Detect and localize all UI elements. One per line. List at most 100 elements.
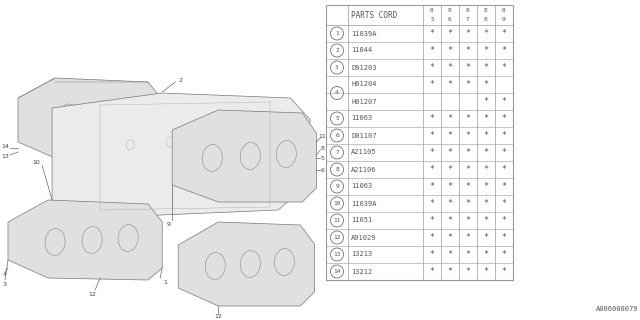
Text: *: * (465, 199, 470, 208)
Bar (326, 5, 513, 280)
Text: H01204: H01204 (351, 82, 376, 87)
Text: *: * (429, 233, 435, 242)
Text: 7: 7 (466, 17, 470, 22)
Text: *: * (447, 80, 452, 89)
Text: H01207: H01207 (351, 99, 376, 105)
Text: *: * (447, 216, 452, 225)
Text: 4: 4 (335, 91, 339, 95)
Text: *: * (483, 97, 488, 106)
Text: 11: 11 (333, 218, 340, 223)
Text: 5: 5 (335, 116, 339, 121)
Text: *: * (502, 165, 506, 174)
Text: *: * (447, 165, 452, 174)
Text: *: * (465, 267, 470, 276)
Text: *: * (502, 148, 506, 157)
Text: *: * (502, 131, 506, 140)
Text: 2: 2 (178, 77, 182, 83)
Polygon shape (178, 222, 314, 306)
Text: A21105: A21105 (351, 149, 376, 156)
Text: *: * (429, 131, 435, 140)
Text: 3: 3 (3, 283, 7, 287)
Text: *: * (502, 216, 506, 225)
Text: *: * (465, 148, 470, 157)
Text: *: * (502, 97, 506, 106)
Text: 5: 5 (430, 17, 434, 22)
Text: 13212: 13212 (351, 268, 372, 275)
Text: 11051: 11051 (351, 218, 372, 223)
Text: PARTS CORD: PARTS CORD (351, 11, 397, 20)
Text: 9: 9 (502, 17, 506, 22)
Text: *: * (447, 267, 452, 276)
Text: 11039A: 11039A (351, 201, 376, 206)
Text: *: * (502, 182, 506, 191)
Text: 12: 12 (333, 235, 340, 240)
Text: *: * (502, 46, 506, 55)
Text: *: * (429, 63, 435, 72)
Text: D91203: D91203 (351, 65, 376, 70)
Text: 3: 3 (335, 65, 339, 70)
Text: 2: 2 (335, 48, 339, 53)
Text: 11063: 11063 (351, 183, 372, 189)
Text: *: * (483, 46, 488, 55)
Text: *: * (483, 267, 488, 276)
Text: *: * (502, 267, 506, 276)
Text: *: * (447, 250, 452, 259)
Text: *: * (502, 29, 506, 38)
Polygon shape (18, 78, 162, 162)
Text: *: * (447, 46, 452, 55)
Text: *: * (429, 267, 435, 276)
Text: 9: 9 (166, 221, 170, 227)
Text: 11039A: 11039A (351, 30, 376, 36)
Text: 6: 6 (335, 133, 339, 138)
Text: 5: 5 (321, 156, 324, 161)
Text: 8: 8 (448, 9, 452, 13)
Text: 11063: 11063 (351, 116, 372, 122)
Text: 14: 14 (1, 143, 9, 148)
Text: *: * (502, 233, 506, 242)
Text: *: * (429, 199, 435, 208)
Text: A006000079: A006000079 (595, 306, 638, 312)
Text: *: * (483, 199, 488, 208)
Text: *: * (465, 131, 470, 140)
Text: A91029: A91029 (351, 235, 376, 241)
Text: 7: 7 (335, 150, 339, 155)
Text: 13: 13 (333, 252, 340, 257)
Text: *: * (447, 29, 452, 38)
Text: *: * (465, 63, 470, 72)
Text: *: * (465, 46, 470, 55)
Text: 12: 12 (214, 314, 222, 318)
Text: *: * (465, 216, 470, 225)
Text: 6: 6 (321, 167, 324, 172)
Polygon shape (52, 93, 310, 218)
Text: 6: 6 (448, 17, 452, 22)
Text: *: * (429, 114, 435, 123)
Text: *: * (447, 199, 452, 208)
Text: *: * (502, 250, 506, 259)
Text: 14: 14 (333, 269, 340, 274)
Text: *: * (465, 182, 470, 191)
Text: *: * (483, 114, 488, 123)
Text: *: * (429, 165, 435, 174)
Text: *: * (465, 233, 470, 242)
Text: *: * (429, 182, 435, 191)
Text: *: * (429, 80, 435, 89)
Text: *: * (447, 148, 452, 157)
Text: *: * (483, 80, 488, 89)
Text: 12: 12 (88, 292, 96, 297)
Text: *: * (483, 250, 488, 259)
Text: *: * (502, 63, 506, 72)
Text: 10: 10 (333, 201, 340, 206)
Text: 8: 8 (484, 17, 488, 22)
Text: 8: 8 (502, 9, 506, 13)
Text: *: * (483, 29, 488, 38)
Text: *: * (502, 199, 506, 208)
Text: 11044: 11044 (351, 47, 372, 53)
Text: *: * (447, 233, 452, 242)
Text: 8: 8 (466, 9, 470, 13)
Text: 8: 8 (321, 146, 324, 150)
Text: *: * (465, 250, 470, 259)
Text: *: * (502, 114, 506, 123)
Text: *: * (465, 114, 470, 123)
Text: *: * (483, 182, 488, 191)
Text: 1: 1 (163, 279, 167, 284)
